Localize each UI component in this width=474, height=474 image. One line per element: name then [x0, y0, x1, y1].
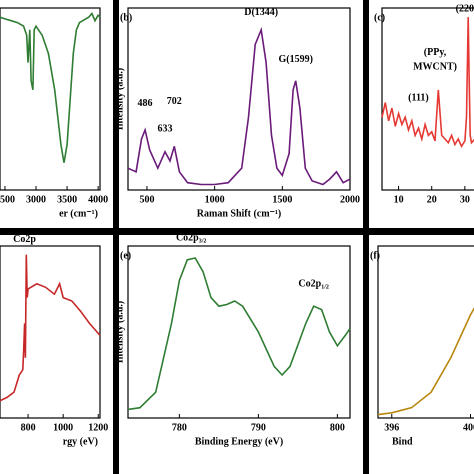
- x-tick-label: 780: [172, 422, 187, 433]
- data-line: [377, 307, 474, 416]
- annotation-text: Co2p: [176, 233, 199, 244]
- plot-area: [127, 7, 351, 191]
- annotation: (PPy,: [424, 47, 447, 58]
- x-axis-label: er (cm⁻¹): [59, 208, 98, 219]
- x-tick-label: 30: [460, 194, 470, 205]
- panel: [367, 233, 474, 474]
- annotation: Co2p3/2: [176, 233, 206, 245]
- plot-area: [377, 245, 474, 419]
- annotation: G(1599): [278, 55, 312, 66]
- annotation-text: (220: [456, 4, 474, 15]
- data-line: [381, 17, 474, 148]
- x-tick-label: 400: [463, 422, 474, 433]
- panel: [367, 0, 474, 230]
- annotation-text: 486: [138, 98, 153, 109]
- annotation-text: 633: [157, 124, 172, 135]
- panel-label: (c): [374, 12, 385, 23]
- panel-label: (f): [370, 250, 380, 261]
- plot-area: [0, 245, 101, 419]
- x-tick-label: 3500: [57, 194, 77, 205]
- plot-area: [0, 7, 101, 191]
- x-tick-label: 1200: [88, 422, 108, 433]
- annotation-text: D(1344): [244, 7, 278, 18]
- x-tick-label: 800: [330, 422, 345, 433]
- x-axis-label: Raman Shift (cm⁻¹): [197, 208, 281, 219]
- annotation: D(1344): [244, 7, 278, 18]
- x-tick-label: 396: [384, 422, 399, 433]
- annotation-text: Co2p: [13, 234, 36, 245]
- panel: [117, 0, 365, 230]
- annotation: Co2p1/2: [298, 279, 328, 291]
- x-tick-label: 500: [139, 194, 154, 205]
- data-line: [0, 254, 101, 402]
- annotation: Co2p: [13, 234, 36, 245]
- x-tick-label: 1000: [205, 194, 225, 205]
- data-line: [127, 257, 351, 411]
- annotation: 633: [157, 124, 172, 135]
- annotation-text: G(1599): [278, 55, 312, 66]
- x-tick-label: 800: [21, 422, 36, 433]
- annotation: (220: [456, 4, 474, 15]
- annotation-text: MWCNT): [413, 62, 457, 73]
- annotation: 486: [138, 98, 153, 109]
- annotation-text: (111): [408, 93, 429, 104]
- annotation: MWCNT): [413, 62, 457, 73]
- y-axis-label: Intensity (a.u.): [114, 301, 125, 364]
- plot-area: [381, 7, 474, 191]
- panel-label: (e): [120, 250, 131, 261]
- x-tick-label: 3000: [26, 194, 46, 205]
- x-axis-label: Bind: [392, 436, 413, 447]
- annotation-sub: 1/2: [321, 285, 329, 291]
- data-line: [0, 12, 101, 163]
- x-tick-label: 10: [394, 194, 404, 205]
- x-tick-label: 2000: [340, 194, 360, 205]
- annotation-sub: 3/2: [199, 239, 207, 245]
- plot-area: [127, 245, 351, 419]
- x-tick-label: 790: [251, 422, 266, 433]
- annotation: 702: [167, 96, 182, 107]
- y-axis-label: Intensity (a.u.): [114, 68, 125, 131]
- x-tick-label: 1500: [272, 194, 292, 205]
- x-tick-label: 20: [427, 194, 437, 205]
- x-axis-label: Binding Energy (eV): [195, 436, 283, 447]
- panel-label: (b): [120, 12, 132, 23]
- x-tick-label: 2500: [0, 194, 15, 205]
- x-tick-label: 4000: [88, 194, 108, 205]
- panel: [117, 233, 365, 474]
- annotation-text: 702: [167, 96, 182, 107]
- panel: [0, 233, 115, 474]
- data-line: [127, 26, 351, 186]
- annotation: (111): [408, 93, 429, 104]
- x-axis-label: rgy (eV): [63, 436, 98, 447]
- x-tick-label: 1000: [53, 422, 73, 433]
- annotation-text: Co2p: [298, 279, 321, 290]
- annotation-text: (PPy,: [424, 47, 447, 58]
